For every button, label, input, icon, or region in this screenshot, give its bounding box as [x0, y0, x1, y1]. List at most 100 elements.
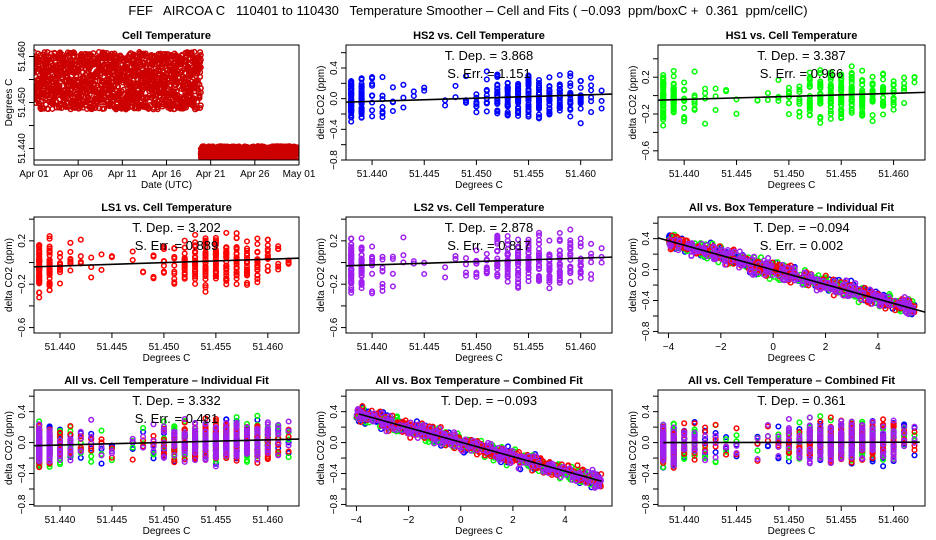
data-point [525, 274, 532, 281]
data-point [348, 252, 355, 259]
data-point [847, 283, 854, 290]
data-point [901, 100, 908, 107]
data-point [494, 81, 501, 88]
data-point [67, 267, 74, 274]
data-point [681, 104, 688, 111]
data-point [567, 83, 574, 90]
data-point [67, 248, 74, 255]
data-point [806, 69, 813, 76]
data-point [197, 49, 204, 56]
data-point [817, 69, 824, 77]
data-point [567, 237, 574, 244]
data-point [859, 109, 866, 116]
y-tick-label: 0.4 [641, 231, 652, 245]
fit-line [345, 93, 613, 103]
data-point [348, 108, 355, 115]
data-point [275, 263, 282, 270]
data-point [194, 105, 201, 112]
data-point [806, 81, 813, 88]
data-point [796, 113, 803, 120]
data-point [98, 251, 105, 258]
data-point [212, 239, 219, 246]
data-point [358, 278, 365, 285]
data-point [848, 97, 855, 104]
data-point [817, 93, 824, 100]
data-point [46, 235, 53, 242]
data-point [494, 88, 501, 95]
data-point [494, 99, 501, 106]
data-point [442, 97, 449, 104]
data-point [275, 246, 282, 253]
data-point [880, 94, 887, 101]
x-tick-label: Apr 01 [19, 169, 49, 180]
x-tick-label: May 01 [283, 169, 316, 180]
data-point [890, 81, 897, 88]
data-point [264, 251, 271, 258]
data-point [859, 97, 866, 104]
x-tick-label: 0 [770, 342, 776, 353]
x-tick-label: 51.445 [721, 169, 752, 180]
y-tick-label: −0.8 [329, 150, 340, 170]
data-point [598, 259, 605, 266]
data-point [212, 248, 219, 256]
data-point [843, 277, 850, 284]
data-point [285, 260, 292, 267]
fit-annotation: T. Dep. = 2.878 [445, 220, 534, 235]
figure-title: FEF AIRCOA C 110401 to 110430 Temperatur… [128, 3, 808, 18]
data-point [233, 234, 240, 241]
data-point [504, 109, 511, 116]
y-tick-label: 0.0 [329, 91, 340, 105]
data-point [535, 262, 543, 269]
data-point [785, 111, 792, 118]
x-axis-label: Degrees C [455, 353, 503, 364]
data-point [483, 108, 490, 115]
x-tick-label: 51.445 [409, 342, 440, 353]
data-point [212, 275, 219, 282]
data-point [264, 246, 271, 253]
data-point [691, 92, 698, 99]
data-point [348, 118, 355, 125]
data-point [806, 112, 813, 119]
data-point [504, 274, 511, 281]
data-point [504, 111, 511, 118]
data-points [36, 412, 292, 471]
data-point [567, 250, 574, 257]
data-point [254, 240, 261, 248]
data-point [504, 271, 511, 278]
data-point [348, 277, 355, 284]
data-point [546, 273, 553, 281]
data-point [723, 86, 730, 94]
data-point [515, 269, 522, 276]
data-point [749, 271, 756, 278]
data-point [379, 253, 386, 260]
x-tick-label: 51.450 [774, 169, 805, 180]
data-point [483, 268, 490, 275]
data-point [56, 82, 63, 89]
data-point [188, 49, 195, 56]
data-point [462, 272, 470, 279]
data-point [181, 275, 188, 282]
data-point [369, 107, 376, 114]
data-point [202, 276, 209, 283]
data-point [46, 249, 53, 256]
data-point [838, 73, 845, 80]
data-point [859, 87, 866, 94]
data-point [515, 266, 522, 273]
panel-title: HS1 vs. Cell Temperature [726, 30, 858, 42]
data-point [358, 80, 365, 88]
y-tick-label: −0.4 [641, 290, 652, 310]
data-point [421, 270, 428, 278]
data-point [660, 101, 667, 108]
data-point [880, 76, 887, 83]
data-point [182, 104, 189, 111]
data-point [670, 91, 677, 98]
data-point [233, 246, 240, 253]
data-point [827, 99, 834, 106]
x-tick-label: −2 [715, 342, 727, 353]
data-point [389, 270, 396, 277]
data-point [702, 85, 709, 92]
data-point [181, 237, 188, 244]
data-point [171, 255, 178, 262]
data-point [389, 98, 396, 105]
data-point [473, 103, 480, 110]
